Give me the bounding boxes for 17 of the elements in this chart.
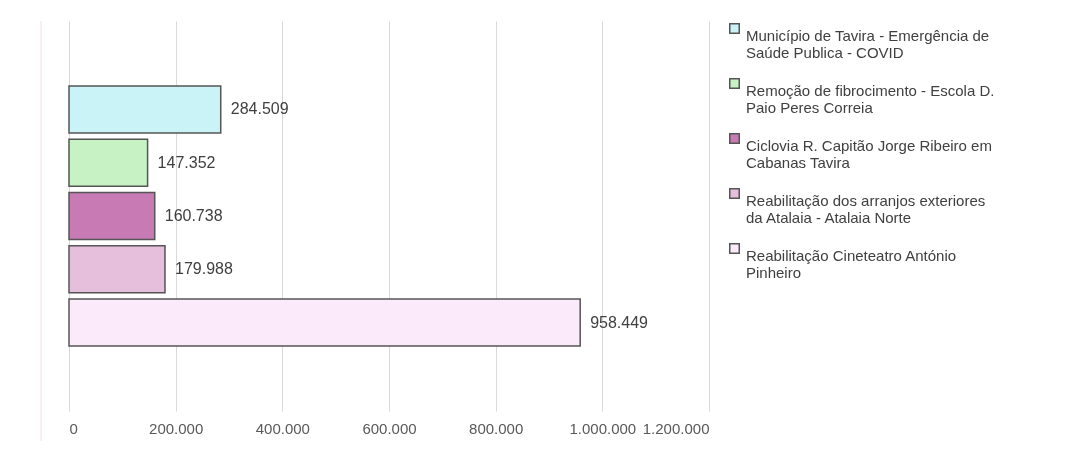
x-tick-label: 1.200.000: [642, 419, 710, 437]
data-label: 179.988: [174, 260, 233, 278]
data-label: 958.449: [590, 313, 649, 331]
data-label: 147.352: [157, 153, 216, 171]
x-tick-label: 800.000: [469, 419, 524, 437]
data-label: 284.509: [230, 100, 289, 118]
x-tick-label: 400.000: [255, 419, 310, 437]
legend-label: Reabilitação dos arranjos exteriores da Atalaia - Atalaia Norte: [746, 191, 986, 226]
x-tick-label: 600.000: [362, 419, 417, 437]
legend-label: Reabilitação Cineteatro António Pinheiro: [746, 246, 957, 281]
data-label: 160.738: [164, 207, 223, 224]
x-tick-label: 200.000: [149, 419, 204, 437]
x-tick-label: 0: [69, 419, 78, 437]
legend-label: Município de Tavira - Emergência de Saúde Publica - COVID: [746, 26, 990, 61]
legend-label: Ciclovia R. Capitão Jorge Ribeiro em Cabanas Tavira: [746, 136, 992, 171]
legend-label: Remoção de fibrocimento - Escola D. Paio Peres Correia: [746, 81, 995, 116]
x-tick-label: 1.000.000: [569, 419, 637, 437]
